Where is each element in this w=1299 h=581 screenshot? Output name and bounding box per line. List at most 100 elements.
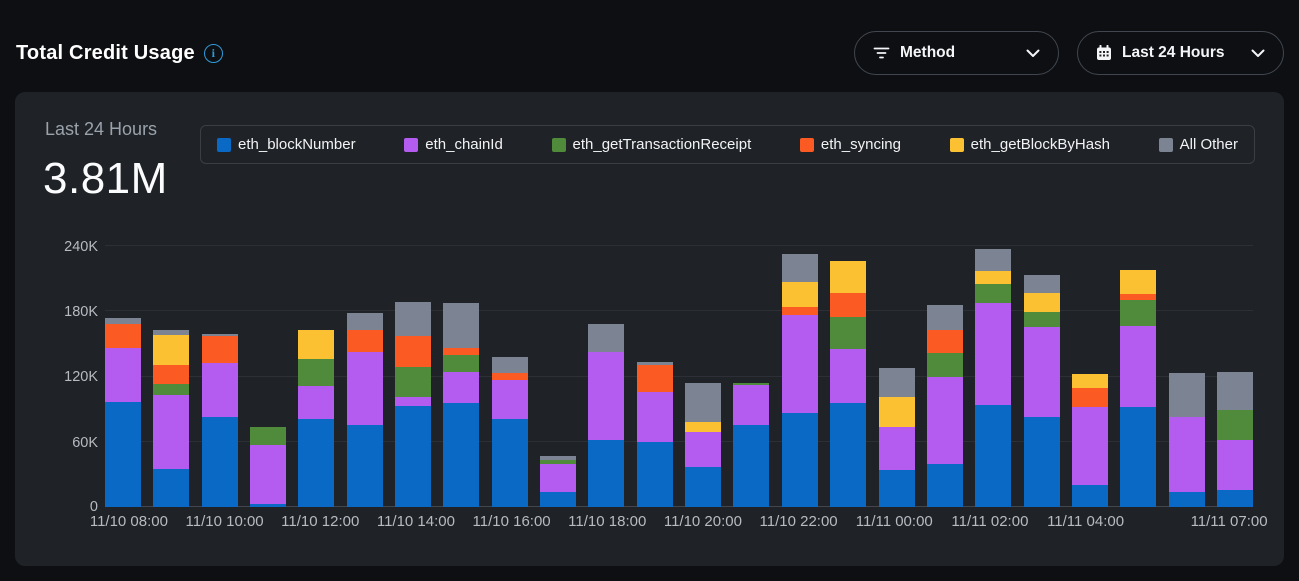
bar-segment [298,418,335,507]
method-filter-dropdown[interactable]: Method [854,31,1059,75]
bar-segment [636,364,673,392]
bar-11-10-09-00[interactable] [153,246,190,507]
bar-11-10-14-00[interactable] [395,246,432,507]
bar-segment [443,354,480,373]
credit-usage-card: Last 24 Hours 3.81M eth_blockNumber eth_c… [15,92,1284,566]
bar-11-11-02-00[interactable] [975,246,1012,507]
legend-item-eth-chainid[interactable]: eth_chainId [404,136,503,153]
bar-11-10-23-00[interactable] [830,246,867,507]
bar-11-11-03-00[interactable] [1023,246,1060,507]
bar-segment [830,292,867,317]
bar-segment [1023,292,1060,313]
bar-segment [443,348,480,355]
bar-segment [781,253,818,282]
legend-item-eth-getblockbyhash[interactable]: eth_getBlockByHash [949,136,1110,153]
bar-segment [588,439,625,507]
bar-11-10-20-00[interactable] [685,246,722,507]
bar-segment [1120,293,1157,301]
x-axis-labels: 11/10 08:00 11/10 10:00 11/10 12:00 11/10 1… [90,513,1268,533]
bars-container [105,246,1253,507]
bar-segment [781,306,818,315]
legend-swatch [1158,137,1173,152]
bar-segment [1023,416,1060,507]
legend-item-eth-syncing[interactable]: eth_syncing [799,136,901,153]
bar-segment [395,366,432,398]
bar-segment [1071,374,1108,389]
bar-segment [1120,269,1157,294]
bar-11-10-16-00[interactable] [491,246,528,507]
bar-segment [1023,312,1060,327]
x-tick-label: 11/11 00:00 [855,513,933,530]
bar-segment [298,329,335,360]
bar-segment [105,317,141,325]
bar-segment [636,362,673,365]
header-actions: Method Last 24 Hours [854,31,1284,75]
bar-11-10-21-00[interactable] [733,246,770,507]
bar-segment [298,386,335,419]
bar-segment [878,397,915,427]
bar-segment [105,324,141,349]
legend-swatch [551,137,566,152]
bar-segment [153,335,190,365]
bar-segment [491,356,528,374]
bar-segment [1071,406,1108,486]
bar-segment [201,363,238,417]
bar-segment [878,426,915,471]
bar-segment [1216,410,1253,440]
legend-swatch [799,137,814,152]
bar-segment [443,302,480,349]
time-range-dropdown[interactable]: Last 24 Hours [1077,31,1284,75]
bar-11-10-13-00[interactable] [346,246,383,507]
info-icon[interactable]: i [203,43,223,63]
bar-11-10-08-00[interactable] [105,246,141,507]
legend-swatch [404,137,419,152]
bar-segment [1216,372,1253,411]
bar-segment [781,413,818,507]
bar-segment [540,455,577,461]
bar-11-10-15-00[interactable] [443,246,480,507]
bar-segment [540,463,577,492]
bar-segment [105,401,141,507]
bar-11-10-22-00[interactable] [781,246,818,507]
bar-segment [926,329,963,353]
bar-segment [153,329,190,336]
bar-11-11-04-00[interactable] [1071,246,1108,507]
bar-segment [201,416,238,507]
legend-item-eth-blocknumber[interactable]: eth_blockNumber [217,136,356,153]
bar-11-10-18-00[interactable] [588,246,625,507]
bar-11-11-07-00[interactable] [1216,246,1253,507]
bar-segment [491,373,528,380]
bar-11-10-11-00[interactable] [250,246,287,507]
bar-segment [636,441,673,507]
gridline-180k [105,310,1253,312]
bar-11-11-00-00[interactable] [878,246,915,507]
bar-segment [1120,326,1157,407]
bar-segment [878,470,915,507]
x-tick-label: 11/10 14:00 [376,513,455,530]
bar-11-11-01-00[interactable] [926,246,963,507]
page-header: Total Credit Usage i Method [16,30,1284,76]
bar-segment [685,422,722,432]
bar-11-10-12-00[interactable] [298,246,335,507]
bar-segment [346,313,383,330]
legend-item-all-other[interactable]: All Other [1158,136,1238,153]
bar-11-10-17-00[interactable] [540,246,577,507]
x-tick-label: 11/11 02:00 [951,513,1029,530]
bar-segment [250,426,287,446]
bar-segment [443,402,480,507]
x-tick-label: 11/10 12:00 [281,513,360,530]
gridline-120k [105,375,1253,377]
bar-segment [250,445,287,504]
bar-11-10-19-00[interactable] [636,246,673,507]
bar-segment [975,284,1012,303]
bar-segment [395,301,432,337]
bar-11-10-10-00[interactable] [201,246,238,507]
bar-segment [540,491,577,507]
bar-11-11-06-00[interactable] [1168,246,1205,507]
legend-item-eth-gettransactionreceipt[interactable]: eth_getTransactionReceipt [551,136,751,153]
bar-11-11-05-00[interactable] [1120,246,1157,507]
legend-label: All Other [1179,136,1238,153]
bar-segment [395,405,432,507]
bar-segment [685,383,722,423]
bar-segment [201,334,238,337]
